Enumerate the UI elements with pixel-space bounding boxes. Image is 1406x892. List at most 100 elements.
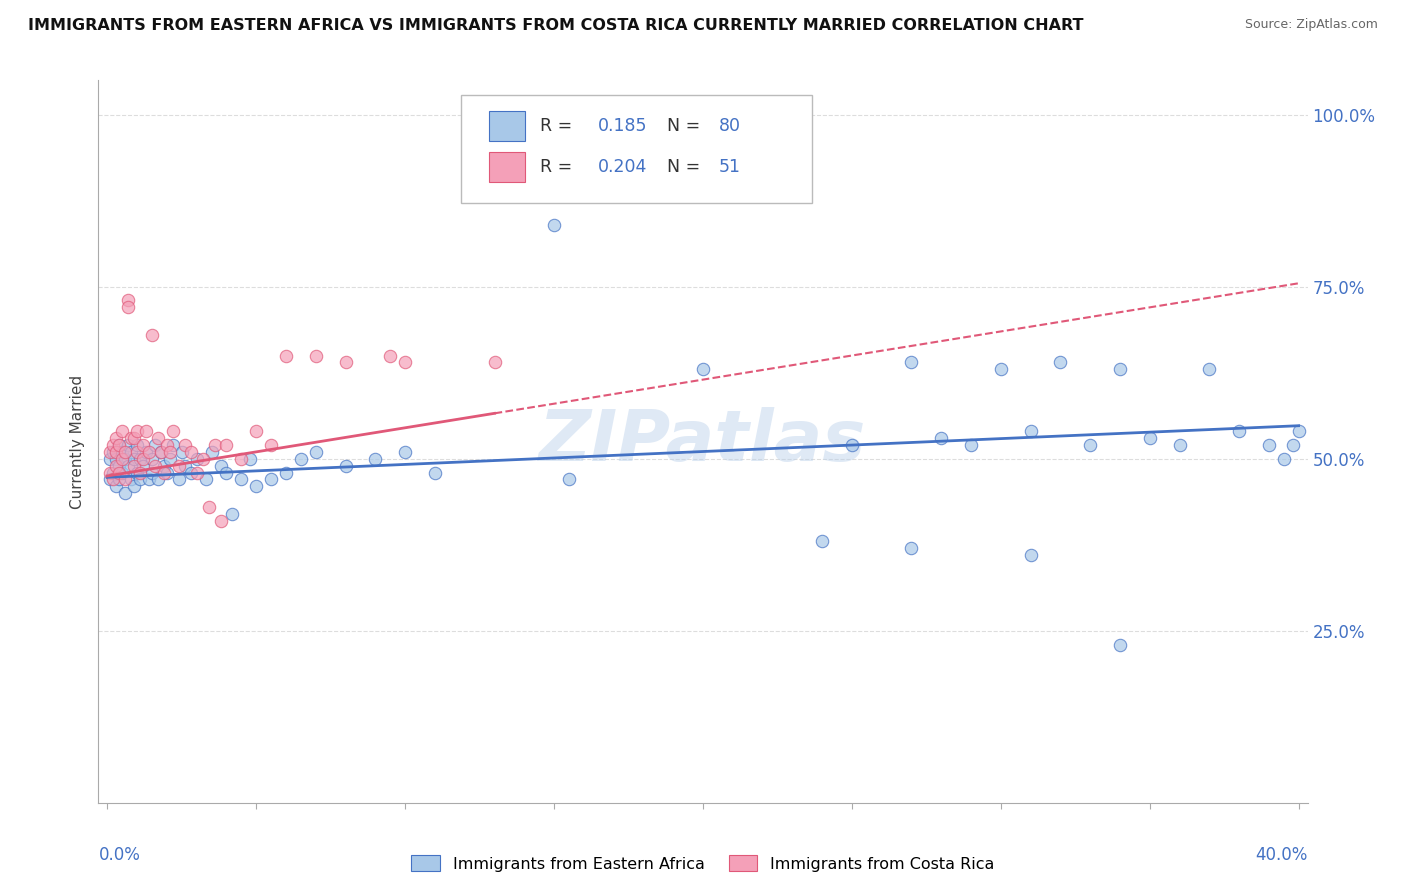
Point	[186, 466, 208, 480]
Point	[120, 472, 142, 486]
Point	[335, 458, 357, 473]
Point	[98, 472, 121, 486]
Point	[194, 472, 217, 486]
Point	[245, 479, 267, 493]
Point	[117, 301, 139, 315]
Point	[811, 534, 834, 549]
Point	[129, 472, 152, 486]
Point	[1281, 438, 1303, 452]
Point	[215, 438, 238, 452]
Point	[114, 445, 136, 459]
Point	[162, 438, 184, 452]
Point	[146, 431, 169, 445]
FancyBboxPatch shape	[461, 95, 811, 203]
Point	[960, 438, 983, 452]
Point	[141, 466, 163, 480]
Point	[1257, 438, 1279, 452]
Point	[274, 466, 297, 480]
Point	[108, 466, 131, 480]
Point	[159, 445, 181, 459]
Point	[149, 445, 172, 459]
Point	[122, 431, 145, 445]
Point	[335, 355, 357, 369]
Text: 51: 51	[718, 158, 741, 176]
Point	[103, 466, 125, 480]
Point	[167, 472, 190, 486]
Point	[1168, 438, 1191, 452]
Point	[841, 438, 863, 452]
Point	[394, 445, 416, 459]
Point	[103, 445, 125, 459]
Point	[153, 458, 176, 473]
Point	[120, 445, 142, 459]
Point	[191, 451, 214, 466]
Text: Source: ZipAtlas.com: Source: ZipAtlas.com	[1244, 18, 1378, 31]
Point	[305, 445, 328, 459]
Text: 80: 80	[718, 117, 741, 135]
Point	[127, 466, 149, 480]
FancyBboxPatch shape	[489, 152, 526, 182]
Point	[138, 472, 160, 486]
Point	[1227, 424, 1250, 438]
Point	[239, 451, 262, 466]
Point	[900, 541, 922, 556]
Point	[143, 438, 166, 452]
Point	[1019, 548, 1042, 562]
Point	[156, 466, 179, 480]
Point	[122, 458, 145, 473]
Text: 0.0%: 0.0%	[98, 847, 141, 864]
Point	[1198, 362, 1220, 376]
Text: ZIPatlas: ZIPatlas	[540, 407, 866, 476]
Point	[127, 438, 149, 452]
Point	[274, 349, 297, 363]
Point	[98, 445, 121, 459]
Point	[543, 218, 565, 232]
Point	[380, 349, 402, 363]
Point	[149, 445, 172, 459]
Text: R =: R =	[540, 117, 578, 135]
Legend: Immigrants from Eastern Africa, Immigrants from Costa Rica: Immigrants from Eastern Africa, Immigran…	[404, 847, 1002, 880]
Point	[394, 355, 416, 369]
Point	[929, 431, 952, 445]
Point	[105, 431, 128, 445]
Point	[105, 451, 128, 466]
Point	[692, 362, 714, 376]
Point	[162, 424, 184, 438]
Text: R =: R =	[540, 158, 578, 176]
Point	[122, 451, 145, 466]
Point	[120, 431, 142, 445]
Point	[170, 445, 193, 459]
Point	[215, 466, 238, 480]
Point	[111, 445, 134, 459]
Point	[153, 466, 176, 480]
Text: 0.185: 0.185	[598, 117, 647, 135]
Point	[135, 445, 157, 459]
Point	[484, 355, 506, 369]
Point	[103, 472, 125, 486]
Point	[1049, 355, 1071, 369]
Point	[364, 451, 387, 466]
Point	[423, 466, 446, 480]
Point	[108, 438, 131, 452]
Point	[209, 514, 232, 528]
Point	[129, 451, 152, 466]
Point	[156, 438, 179, 452]
Point	[143, 458, 166, 473]
Point	[135, 424, 157, 438]
Point	[146, 472, 169, 486]
FancyBboxPatch shape	[489, 111, 526, 141]
Point	[108, 458, 131, 473]
Point	[1019, 424, 1042, 438]
Point	[173, 438, 195, 452]
Point	[990, 362, 1012, 376]
Point	[114, 451, 136, 466]
Point	[1288, 424, 1310, 438]
Point	[290, 451, 312, 466]
Point	[141, 327, 163, 342]
Point	[245, 424, 267, 438]
Point	[197, 500, 219, 514]
Text: N =: N =	[666, 158, 706, 176]
Text: N =: N =	[666, 117, 706, 135]
Point	[127, 445, 149, 459]
Point	[200, 445, 222, 459]
